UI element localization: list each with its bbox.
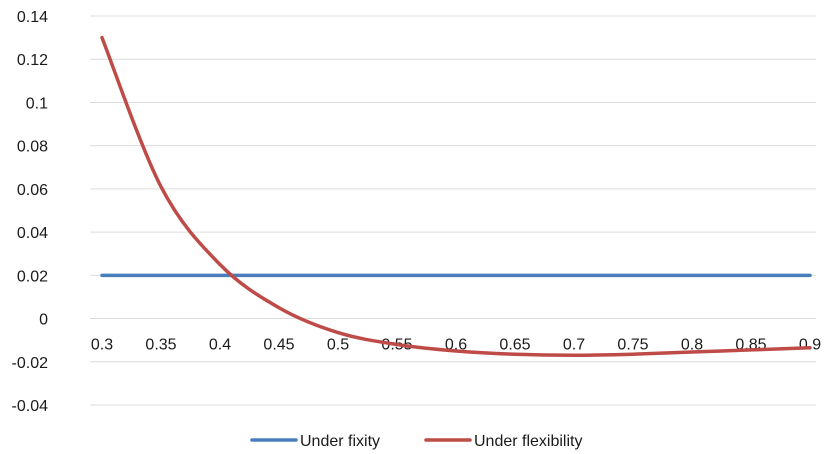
x-axis-tick-labels: 0.3 0.35 0.4 0.45 0.5 0.55 0.6 0.65 0.7 0.75 0.8 0.… [91, 337, 821, 354]
x-tick-label: 0.35 [145, 337, 176, 354]
y-tick-label: 0.1 [26, 95, 48, 112]
x-tick-label: 0.4 [209, 337, 231, 354]
x-tick-label: 0.7 [563, 337, 585, 354]
x-tick-label: 0.75 [617, 337, 648, 354]
y-tick-label: -0.04 [12, 398, 49, 415]
x-tick-label: 0.5 [327, 337, 349, 354]
y-axis-tick-labels: 0.14 0.12 0.1 0.08 0.06 0.04 0.02 0 -0.02 -0.04 [12, 9, 49, 415]
y-tick-label: 0.08 [17, 139, 48, 156]
x-tick-label: 0.65 [499, 337, 530, 354]
legend-label: Under flexibility [474, 433, 582, 450]
y-tick-label: -0.02 [12, 355, 49, 372]
x-tick-label: 0.9 [799, 337, 821, 354]
y-tick-label: 0.04 [17, 225, 48, 242]
x-tick-label: 0.8 [681, 337, 703, 354]
legend-entry-under-fixity: Under fixity [250, 433, 380, 450]
y-tick-label: 0 [39, 312, 48, 329]
y-tick-label: 0.14 [17, 9, 48, 26]
x-tick-label: 0.45 [263, 337, 294, 354]
series-lines [100, 35, 812, 358]
y-tick-label: 0.12 [17, 52, 48, 69]
y-tick-label: 0.02 [17, 268, 48, 285]
legend: Under fixity Under flexibility [250, 433, 582, 450]
y-tick-label: 0.06 [17, 182, 48, 199]
legend-entry-under-flexibility: Under flexibility [424, 433, 582, 450]
series-line-under-flexibility [100, 35, 812, 358]
legend-label: Under fixity [300, 433, 380, 450]
x-tick-label: 0.3 [91, 337, 113, 354]
